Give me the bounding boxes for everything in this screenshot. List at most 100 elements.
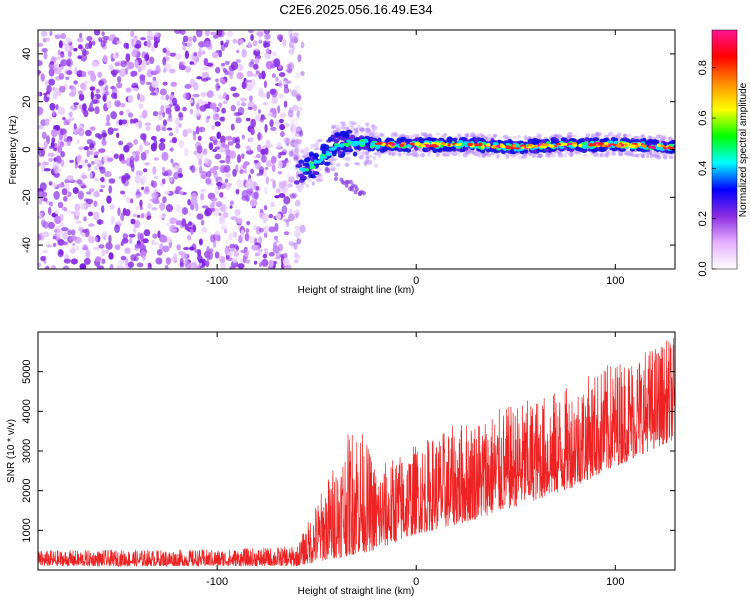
noise-speck	[106, 114, 110, 123]
noise-speck	[253, 191, 259, 200]
noise-speck	[130, 70, 138, 77]
noise-speck	[226, 182, 230, 186]
noise-speck	[70, 246, 76, 255]
noise-speck	[187, 198, 191, 206]
noise-speck	[132, 213, 137, 218]
noise-speck	[291, 192, 298, 199]
track-mid	[320, 155, 324, 159]
noise-speck	[253, 159, 259, 164]
noise-speck	[110, 216, 115, 225]
noise-speck	[222, 211, 229, 219]
noise-speck	[258, 236, 263, 245]
noise-speck	[66, 70, 73, 76]
noise-speck	[285, 219, 290, 228]
track-peak	[604, 141, 609, 145]
noise-speck	[215, 181, 223, 187]
noise-speck	[164, 264, 169, 269]
noise-speck	[65, 76, 70, 81]
noise-speck	[184, 84, 192, 89]
track-halo	[505, 153, 510, 159]
noise-speck	[210, 31, 217, 36]
track-peak	[514, 147, 521, 150]
noise-speck	[67, 229, 73, 236]
noise-speck	[135, 206, 140, 211]
noise-speck	[139, 199, 143, 208]
noise-speck	[114, 100, 121, 107]
track-halo	[623, 134, 627, 138]
noise-speck	[48, 115, 53, 123]
noise-speck	[41, 30, 48, 37]
track-halo	[608, 133, 613, 136]
track-halo	[360, 127, 366, 132]
snr-y-tick-label: 2000	[21, 478, 33, 502]
noise-speck	[38, 91, 41, 97]
snr-y-tick-label: 1000	[21, 518, 33, 542]
noise-speck	[39, 199, 43, 205]
noise-speck	[143, 40, 148, 47]
noise-speck	[279, 123, 286, 131]
colorbar-gradient	[711, 29, 738, 270]
noise-speck	[116, 265, 124, 269]
noise-speck	[76, 73, 83, 78]
noise-speck	[188, 221, 193, 226]
noise-speck	[43, 51, 48, 60]
noise-speck	[122, 233, 129, 240]
noise-speck	[294, 199, 301, 207]
track-halo	[517, 134, 521, 139]
noise-speck	[81, 71, 87, 78]
noise-speck	[144, 122, 152, 126]
noise-speck	[104, 84, 109, 92]
colorbar-tick-label: 0.4	[697, 161, 709, 176]
track-halo	[352, 129, 357, 134]
track-halo	[393, 150, 400, 156]
noise-speck	[120, 212, 125, 222]
noise-speck	[278, 181, 285, 190]
track-halo	[464, 133, 469, 138]
noise-speck	[229, 265, 236, 269]
snr-y-ticks: 1000 2000 3000 4000 5000	[21, 359, 675, 543]
noise-speck	[62, 231, 68, 240]
noise-speck	[218, 212, 222, 217]
noise-speck	[175, 185, 181, 195]
track-core	[464, 146, 469, 151]
noise-speck	[282, 257, 290, 267]
noise-speck	[112, 73, 117, 78]
noise-speck	[205, 30, 210, 37]
noise-speck	[119, 68, 126, 77]
noise-speck	[106, 100, 112, 109]
noise-speck	[200, 193, 205, 201]
noise-speck	[289, 33, 293, 42]
noise-speck	[206, 170, 212, 178]
track-mid	[474, 145, 478, 149]
track-core	[327, 136, 333, 142]
noise-speck	[114, 69, 121, 74]
track-peak	[539, 145, 543, 148]
noise-speck	[47, 152, 55, 157]
noise-speck	[141, 254, 146, 262]
noise-speck	[48, 181, 53, 186]
noise-speck	[70, 104, 75, 110]
track-halo	[495, 153, 500, 160]
noise-speck	[89, 171, 93, 180]
noise-speck	[77, 190, 84, 200]
noise-speck	[41, 48, 48, 53]
noise-speck	[175, 117, 180, 126]
noise-speck	[214, 153, 222, 160]
noise-speck	[147, 262, 152, 267]
noise-speck	[261, 70, 266, 80]
track-peak	[433, 144, 437, 148]
noise-speck	[149, 56, 155, 65]
noise-speck	[78, 164, 83, 169]
track-peak	[656, 143, 661, 148]
noise-speck	[52, 182, 58, 188]
noise-speck	[285, 68, 293, 73]
track-halo	[594, 131, 600, 137]
noise-speck	[240, 97, 248, 102]
noise-speck	[270, 126, 277, 131]
noise-speck	[152, 233, 158, 239]
noise-speck	[278, 243, 284, 252]
track-halo	[311, 181, 315, 186]
noise-speck	[200, 170, 208, 180]
noise-speck	[261, 154, 267, 163]
track-streak	[361, 190, 366, 196]
